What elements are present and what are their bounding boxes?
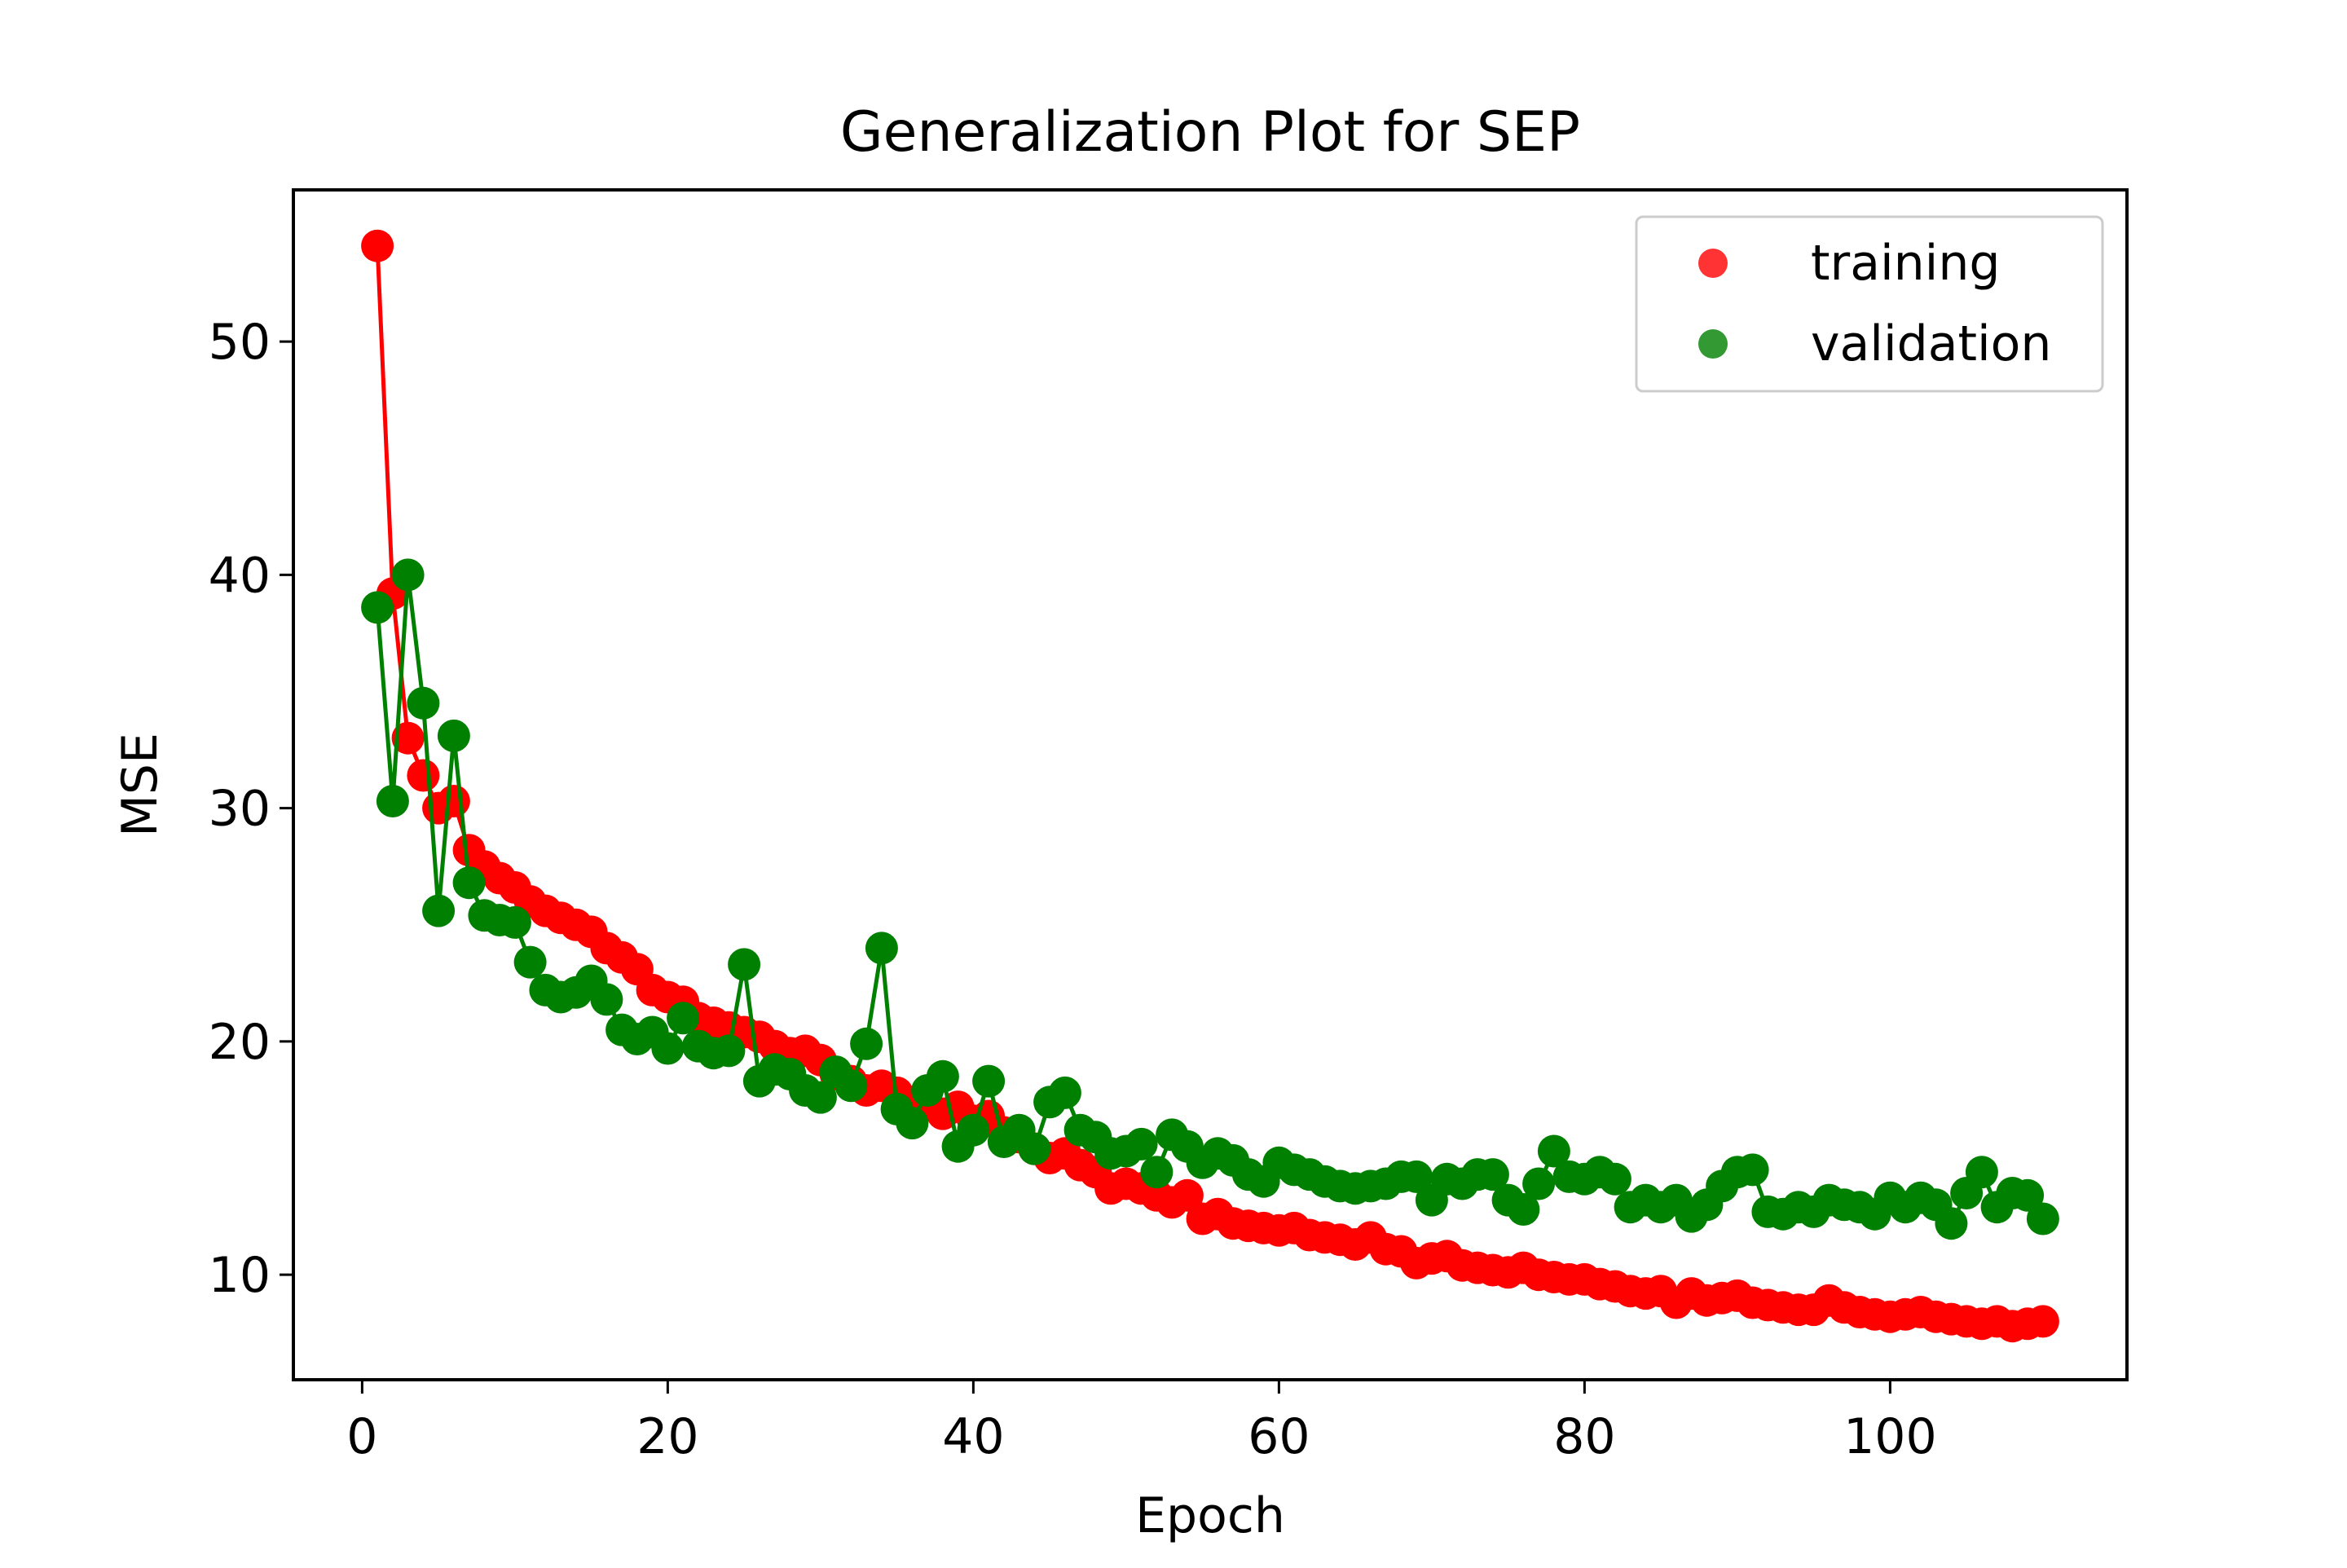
- data-point-validation: [1476, 1158, 1509, 1191]
- data-point-validation: [834, 1069, 868, 1103]
- data-point-training: [1170, 1178, 1204, 1212]
- data-point-validation: [1736, 1153, 1769, 1187]
- data-point-validation: [452, 866, 486, 900]
- data-point-validation: [513, 945, 547, 979]
- data-point-validation: [865, 932, 898, 965]
- data-point-validation: [1400, 1160, 1433, 1193]
- y-tick-label: 30: [209, 781, 271, 838]
- x-tick-label: 0: [346, 1408, 377, 1465]
- y-tick-label: 50: [209, 314, 271, 371]
- x-tick-label: 80: [1553, 1408, 1615, 1465]
- y-axis: 10 20 30 40 50: [209, 314, 293, 1304]
- data-point-validation: [957, 1113, 990, 1147]
- data-point-validation: [926, 1059, 959, 1093]
- data-point-validation: [1537, 1134, 1570, 1168]
- data-point-validation: [422, 894, 456, 927]
- series-points-validation: [361, 558, 2059, 1240]
- y-tick-label: 10: [209, 1247, 271, 1304]
- data-point-validation: [590, 983, 623, 1016]
- legend: training validation: [1635, 215, 2104, 393]
- data-point-training: [437, 785, 470, 817]
- data-point-validation: [712, 1034, 746, 1068]
- plot-content: [361, 229, 2059, 1343]
- data-point-training: [391, 721, 425, 755]
- chart-title: Generalization Plot for SEP: [840, 100, 1580, 165]
- data-point-validation: [2011, 1178, 2045, 1212]
- data-point-training: [2026, 1305, 2059, 1338]
- legend-marker-training: [1698, 249, 1728, 278]
- data-point-validation: [667, 1002, 700, 1035]
- data-point-validation: [1048, 1076, 1081, 1109]
- data-point-validation: [376, 785, 409, 817]
- x-axis: 0 20 40 60 80 100: [346, 1380, 1937, 1465]
- data-point-validation: [407, 686, 440, 720]
- data-point-validation: [1935, 1207, 1968, 1240]
- data-point-validation: [651, 1032, 685, 1065]
- data-point-validation: [2026, 1202, 2059, 1235]
- y-tick-label: 20: [209, 1014, 271, 1071]
- data-point-validation: [361, 591, 394, 624]
- data-point-validation: [1965, 1156, 1998, 1189]
- data-point-validation: [1598, 1162, 1631, 1196]
- data-point-validation: [972, 1064, 1006, 1098]
- legend-label-training: training: [1811, 235, 2000, 292]
- data-point-validation: [850, 1027, 883, 1060]
- legend-box: [1635, 215, 2104, 393]
- data-point-validation: [1522, 1167, 1556, 1200]
- data-point-validation: [391, 558, 425, 592]
- y-tick-label: 40: [209, 547, 271, 604]
- data-point-training: [407, 759, 440, 792]
- data-point-validation: [896, 1107, 929, 1140]
- data-point-validation: [804, 1081, 837, 1114]
- x-tick-label: 100: [1843, 1408, 1937, 1465]
- x-tick-label: 20: [636, 1408, 698, 1465]
- data-point-validation: [1140, 1156, 1174, 1189]
- data-point-validation: [1018, 1132, 1051, 1165]
- data-point-validation: [437, 719, 470, 752]
- x-axis-label: Epoch: [1135, 1487, 1285, 1544]
- legend-label-validation: validation: [1811, 315, 2051, 372]
- data-point-validation: [1507, 1193, 1540, 1226]
- data-point-validation: [1125, 1127, 1158, 1161]
- y-axis-label: MSE: [112, 733, 169, 837]
- axes-frame: [292, 188, 2129, 1381]
- data-point-validation: [728, 948, 761, 981]
- data-point-validation: [498, 905, 531, 939]
- data-point-training: [361, 229, 394, 262]
- x-tick-label: 40: [942, 1408, 1004, 1465]
- legend-marker-validation: [1698, 329, 1728, 359]
- x-tick-label: 60: [1248, 1408, 1310, 1465]
